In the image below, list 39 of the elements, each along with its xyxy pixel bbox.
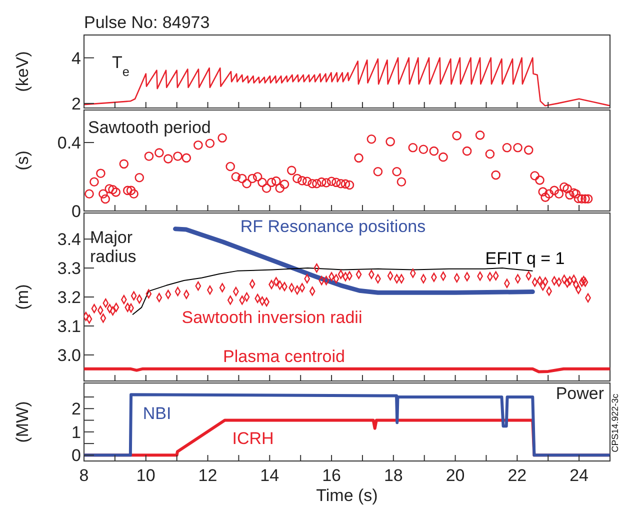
x-tick-label: 18 [384, 466, 403, 485]
y-tick-label: 3.4 [57, 230, 81, 250]
series-label: Plasma centroid [223, 347, 345, 366]
y-tick-label: 0 [72, 446, 81, 466]
series-label: NBI [142, 404, 172, 423]
x-tick-label: 14 [260, 466, 280, 485]
y-tick-label: 1 [72, 422, 81, 442]
y-axis-title: (m) [13, 284, 32, 310]
y-tick-label: 4 [72, 48, 81, 68]
y-tick-label: 3.2 [57, 288, 81, 307]
series-label: RF Resonance positions [240, 217, 426, 236]
y-tick-label: 2 [72, 94, 81, 114]
annotation: Major radius [90, 228, 136, 266]
x-tick-label: 20 [446, 466, 465, 485]
series-label: EFIT q = 1 [485, 249, 565, 268]
y-tick-label: 2 [72, 400, 81, 419]
annotation: CPS14.922-3c [610, 393, 620, 452]
y-tick-label: 0.4 [57, 133, 81, 152]
y-tick-label: 3.0 [57, 346, 81, 365]
x-tick-label: 16 [322, 466, 341, 485]
y-axis-title: (keV) [13, 51, 32, 92]
x-tick-label: 22 [508, 466, 527, 485]
x-tick-label: 10 [136, 466, 156, 485]
y-tick-label: 3.3 [57, 258, 81, 278]
annotation: Sawtooth period [88, 118, 211, 137]
x-tick-label: 24 [570, 466, 589, 485]
annotation: T$_{e}$ [112, 53, 130, 78]
y-axis-title: (MW) [13, 401, 32, 443]
series-label: Sawtooth inversion radii [182, 308, 362, 327]
x-tick-label: 12 [198, 466, 218, 485]
annotation: Power [556, 384, 604, 403]
y-tick-label: 0 [72, 202, 81, 221]
line-series [84, 57, 610, 106]
series-label: ICRH [232, 429, 274, 448]
chart-title: Pulse No: 84973 [84, 13, 210, 32]
y-tick-label: 3.1 [57, 316, 81, 336]
y-axis-title: (s) [13, 150, 32, 170]
x-axis-title: Time (s) [316, 486, 378, 505]
x-tick-label: 8 [79, 466, 89, 485]
